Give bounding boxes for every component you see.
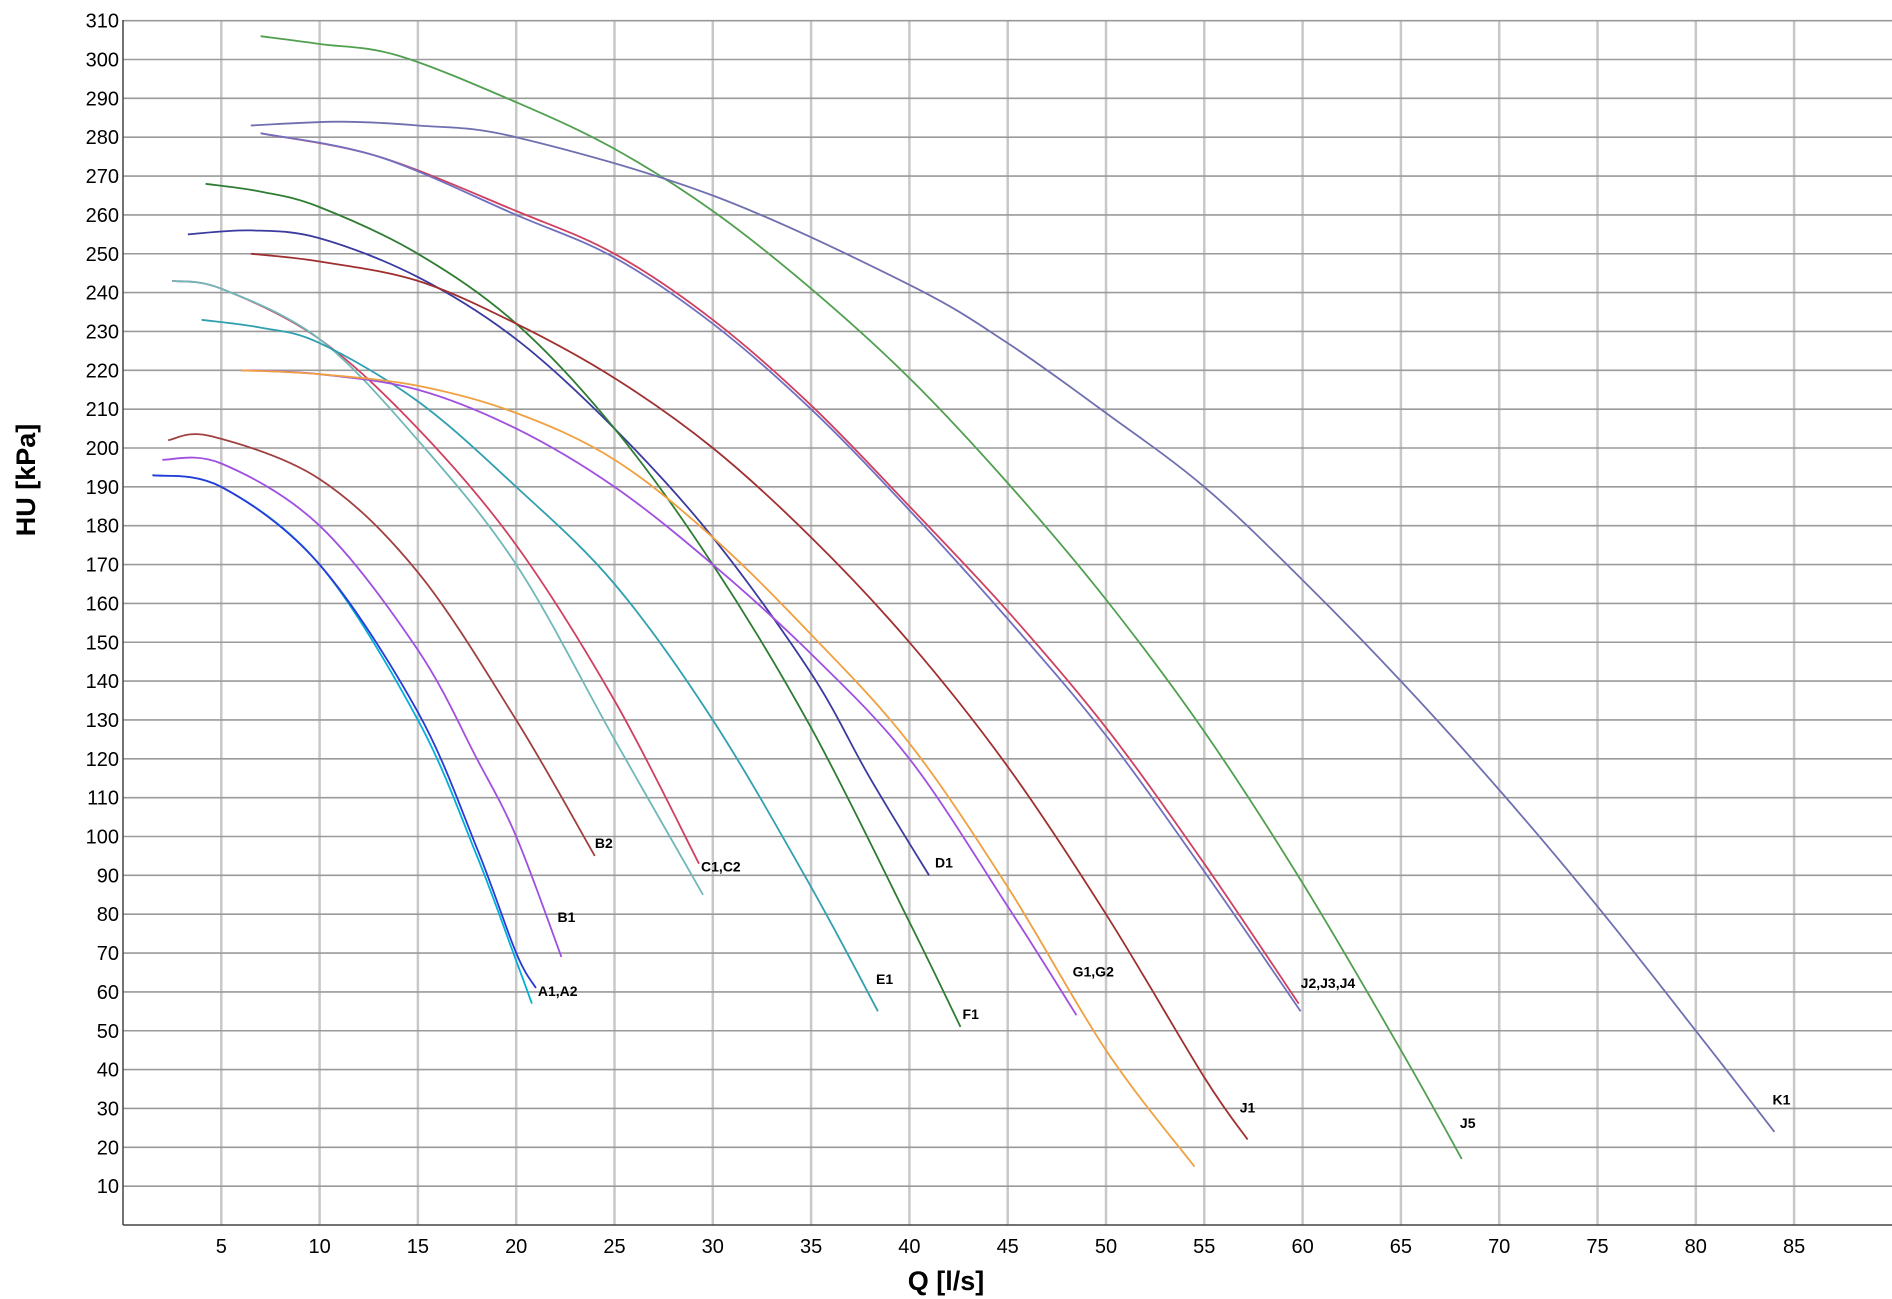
y-axis-title: HU [kPa] <box>11 424 41 537</box>
y-tick-label: 230 <box>86 321 119 343</box>
x-tick-label: 30 <box>702 1236 724 1258</box>
curve-label-b2: B2 <box>595 835 613 851</box>
grid-lines <box>123 19 1892 1225</box>
series-line-a1-a2 <box>152 474 533 1004</box>
y-tick-label: 70 <box>97 943 119 965</box>
series-line-f1 <box>205 182 962 1028</box>
y-tick-label: 120 <box>86 749 119 771</box>
y-tick-label: 280 <box>86 127 119 149</box>
y-tick-label: 80 <box>97 904 119 926</box>
series-line-g1-g2 <box>240 369 1078 1016</box>
y-tick-label: 140 <box>86 671 119 693</box>
y-tick-label: 170 <box>86 555 119 577</box>
series-line-j2-j3-j4 <box>260 132 1300 1005</box>
x-tick-label: 50 <box>1095 1236 1117 1258</box>
curve-label-c1-c2: C1,C2 <box>701 858 741 874</box>
y-tick-label: 290 <box>86 88 119 110</box>
y-tick-label: 30 <box>97 1098 119 1120</box>
series-line-j2-j3-j4 <box>260 132 1302 1012</box>
y-tick-label: 130 <box>86 710 119 732</box>
y-tick-label: 110 <box>87 788 119 810</box>
y-tick-label: 20 <box>97 1137 119 1159</box>
x-tick-label: 70 <box>1488 1236 1510 1258</box>
curve-label-f1: F1 <box>963 1006 980 1022</box>
y-tick-label: 210 <box>86 399 119 421</box>
x-tick-labels: 5 10 15 20 25 30 35 40 45 50 55 60 65 70 75 80 85 <box>216 1236 1805 1258</box>
y-tick-label: 200 <box>86 438 119 460</box>
y-tick-label: 100 <box>86 827 119 849</box>
y-tick-label: 90 <box>97 865 119 887</box>
y-tick-label: 240 <box>86 283 119 305</box>
y-tick-label: 60 <box>97 982 119 1004</box>
x-tick-label: 65 <box>1390 1236 1412 1258</box>
y-tick-label: 310 <box>86 11 119 33</box>
x-tick-label: 5 <box>216 1236 227 1258</box>
series-line-j1 <box>250 252 1249 1141</box>
series-line-c1-c2 <box>172 280 704 896</box>
y-tick-label: 160 <box>86 593 119 615</box>
x-tick-label: 60 <box>1291 1236 1313 1258</box>
x-tick-label: 85 <box>1783 1236 1805 1258</box>
y-tick-label: 220 <box>86 360 119 382</box>
x-tick-label: 55 <box>1193 1236 1215 1258</box>
y-tick-label: 40 <box>97 1060 119 1082</box>
y-tick-labels: 10 20 30 40 50 60 70 80 90 100 110 120 130 140 150 160 1… <box>86 11 119 1199</box>
series-line-j5 <box>260 35 1463 1160</box>
y-tick-label: 260 <box>86 205 119 227</box>
curve-label-b1: B1 <box>558 909 576 925</box>
y-tick-label: 250 <box>86 244 119 266</box>
axes <box>122 20 1892 1226</box>
curve-label-e1: E1 <box>876 971 893 987</box>
x-tick-label: 35 <box>800 1236 822 1258</box>
x-tick-label: 10 <box>308 1236 330 1258</box>
curve-label-j1: J1 <box>1240 1099 1256 1115</box>
y-tick-label: 180 <box>86 516 119 538</box>
y-tick-label: 190 <box>86 477 119 499</box>
series-line-b1 <box>162 456 563 958</box>
series-line-a1-a2 <box>152 474 537 989</box>
series-curves <box>152 35 1776 1168</box>
x-axis-title: Q [l/s] <box>908 1266 985 1296</box>
x-tick-label: 25 <box>603 1236 625 1258</box>
series-line-c1-c2 <box>172 280 700 865</box>
curve-labels: A1,A2 B1 B2 C1,C2 D1 E1 F1 G1,G2 J1 J2,J3,J4 J5 K1 <box>538 835 1791 1131</box>
y-tick-label: 50 <box>97 1021 119 1043</box>
y-tick-label: 300 <box>86 50 119 72</box>
series-line-b2 <box>168 433 596 857</box>
y-tick-label: 10 <box>97 1176 119 1198</box>
x-tick-label: 80 <box>1685 1236 1707 1258</box>
series-line-k1 <box>250 120 1776 1133</box>
curve-label-g1-g2: G1,G2 <box>1073 963 1114 979</box>
series-line-e1 <box>201 318 879 1012</box>
series-line-unlabeled <box>240 369 1196 1168</box>
curve-label-d1: D1 <box>935 855 953 871</box>
x-tick-label: 45 <box>997 1236 1019 1258</box>
x-tick-label: 40 <box>898 1236 920 1258</box>
x-tick-label: 20 <box>505 1236 527 1258</box>
series-line-d1 <box>187 229 930 876</box>
y-tick-label: 270 <box>86 166 119 188</box>
y-tick-label: 150 <box>86 632 119 654</box>
curve-label-k1: K1 <box>1773 1092 1791 1108</box>
curve-label-a1-a2: A1,A2 <box>538 983 578 999</box>
curve-label-j5: J5 <box>1460 1115 1476 1131</box>
curve-label-j2-j3-j4: J2,J3,J4 <box>1301 975 1356 991</box>
x-tick-label: 75 <box>1586 1236 1608 1258</box>
x-tick-label: 15 <box>407 1236 429 1258</box>
